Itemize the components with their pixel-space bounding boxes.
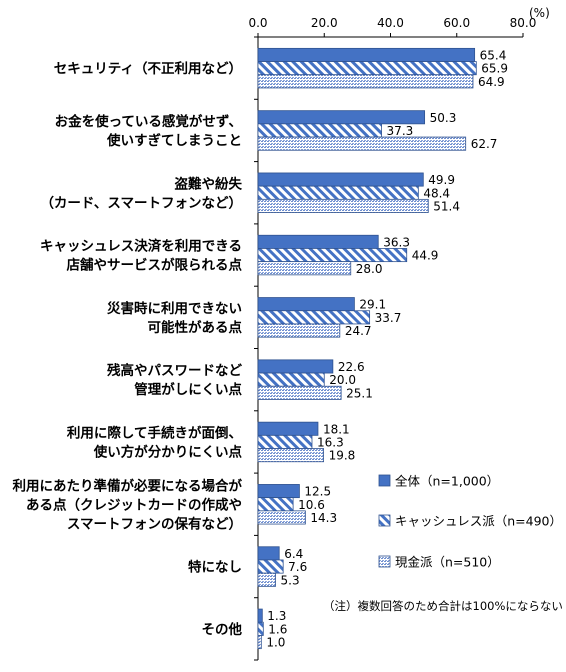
data-label: 64.9 xyxy=(478,75,505,89)
data-label: 51.4 xyxy=(433,199,460,213)
category-label: 残高やパスワードなど xyxy=(107,362,242,379)
bar xyxy=(257,497,294,512)
bar xyxy=(257,185,419,200)
category-label: 使い方が分かりにくい点 xyxy=(93,443,243,460)
category-label: 利用に際して手続きが面倒、 xyxy=(67,424,242,441)
data-label: 1.6 xyxy=(268,622,287,636)
x-tick-label: 60.0 xyxy=(443,16,470,30)
category-label: その他 xyxy=(202,621,243,638)
data-label: 65.9 xyxy=(481,62,508,76)
legend-swatch xyxy=(378,474,391,487)
data-label: 22.6 xyxy=(338,360,365,374)
legend-swatch xyxy=(378,514,391,527)
bar xyxy=(257,448,324,463)
data-label: 20.0 xyxy=(329,373,356,387)
data-label: 29.1 xyxy=(359,298,386,312)
unit-label: (%) xyxy=(529,6,550,20)
data-label: 12.5 xyxy=(304,485,331,499)
bar xyxy=(257,510,306,525)
data-label: 1.0 xyxy=(266,636,285,650)
bar xyxy=(257,385,342,400)
bar xyxy=(257,608,263,623)
legend-swatch xyxy=(378,555,391,568)
category-label: 店舗やサービスが限られる点 xyxy=(67,257,243,274)
bar xyxy=(257,297,355,312)
category-label: お金を使っている感覚がせず、 xyxy=(55,113,242,130)
bar xyxy=(257,421,319,436)
data-label: 18.1 xyxy=(323,422,350,436)
x-tick-label: 80.0 xyxy=(510,16,537,30)
category-label: キャッシュレス決済を利用できる xyxy=(40,238,242,255)
bar xyxy=(257,172,424,187)
data-label: 10.6 xyxy=(298,498,325,512)
bar xyxy=(257,484,300,499)
category-label: 使いすぎてしまうこと xyxy=(106,132,242,149)
x-tick-label: 20.0 xyxy=(311,16,338,30)
bar xyxy=(257,546,280,561)
bar xyxy=(257,559,284,574)
bar xyxy=(257,621,264,636)
data-label: 50.3 xyxy=(430,111,457,125)
data-label: 7.6 xyxy=(288,560,307,574)
data-label: 62.7 xyxy=(471,137,498,151)
data-label: 25.1 xyxy=(346,386,373,400)
data-label: 48.4 xyxy=(423,186,450,200)
bar xyxy=(257,434,313,449)
data-label: 19.8 xyxy=(329,449,356,463)
data-label: 16.3 xyxy=(317,435,344,449)
bar xyxy=(257,136,467,151)
data-label: 6.4 xyxy=(284,547,303,561)
category-label: 可能性がある点 xyxy=(148,319,243,336)
category-label: （カード、スマートフォンなど） xyxy=(40,195,242,211)
bar xyxy=(257,74,474,89)
x-tick-label: 40.0 xyxy=(377,16,404,30)
bar xyxy=(257,198,429,213)
legend-label: 全体（n=1,000） xyxy=(395,474,499,489)
bar xyxy=(257,123,382,138)
x-tick-label: 0.0 xyxy=(248,16,267,30)
data-label: 65.4 xyxy=(480,48,507,62)
category-label: 災害時に利用できない xyxy=(106,300,242,317)
bar xyxy=(257,635,262,650)
data-label: 14.3 xyxy=(310,511,337,525)
category-label: スマートフォンの保有など） xyxy=(67,515,242,532)
category-label: 盗難や紛失 xyxy=(175,175,243,192)
bar xyxy=(257,61,477,76)
data-label: 36.3 xyxy=(383,235,410,249)
bar xyxy=(257,110,426,125)
bar xyxy=(257,359,334,374)
bar xyxy=(257,323,341,338)
data-label: 28.0 xyxy=(356,262,383,276)
category-label: 利用にあたり準備が必要になる場合が xyxy=(13,477,243,494)
bar xyxy=(257,572,276,587)
category-label: 特になし xyxy=(188,559,242,576)
bar xyxy=(257,248,408,263)
data-label: 1.3 xyxy=(267,609,286,623)
bar xyxy=(257,47,476,62)
category-label: セキュリティ（不正利用など） xyxy=(54,60,242,77)
bar xyxy=(257,310,371,325)
bar xyxy=(257,261,352,276)
data-label: 44.9 xyxy=(412,249,439,263)
data-label: 5.3 xyxy=(281,573,300,587)
data-label: 37.3 xyxy=(387,124,414,138)
legend-label: キャッシュレス派（n=490） xyxy=(395,514,562,529)
bar xyxy=(257,372,325,387)
category-label: ある点（クレジットカードの作成や xyxy=(26,496,242,513)
category-label: 管理がしにくい点 xyxy=(134,381,242,398)
legend-label: 現金派（n=510） xyxy=(395,555,500,570)
data-label: 24.7 xyxy=(345,324,372,338)
annotation-note: （注）複数回答のため合計は100%にならない xyxy=(323,599,563,613)
bar xyxy=(257,234,379,249)
data-label: 33.7 xyxy=(375,311,402,325)
data-label: 49.9 xyxy=(428,173,455,187)
legend: 全体（n=1,000） キャッシュレス派（n=490） 現金派（n=510） xyxy=(378,474,562,570)
